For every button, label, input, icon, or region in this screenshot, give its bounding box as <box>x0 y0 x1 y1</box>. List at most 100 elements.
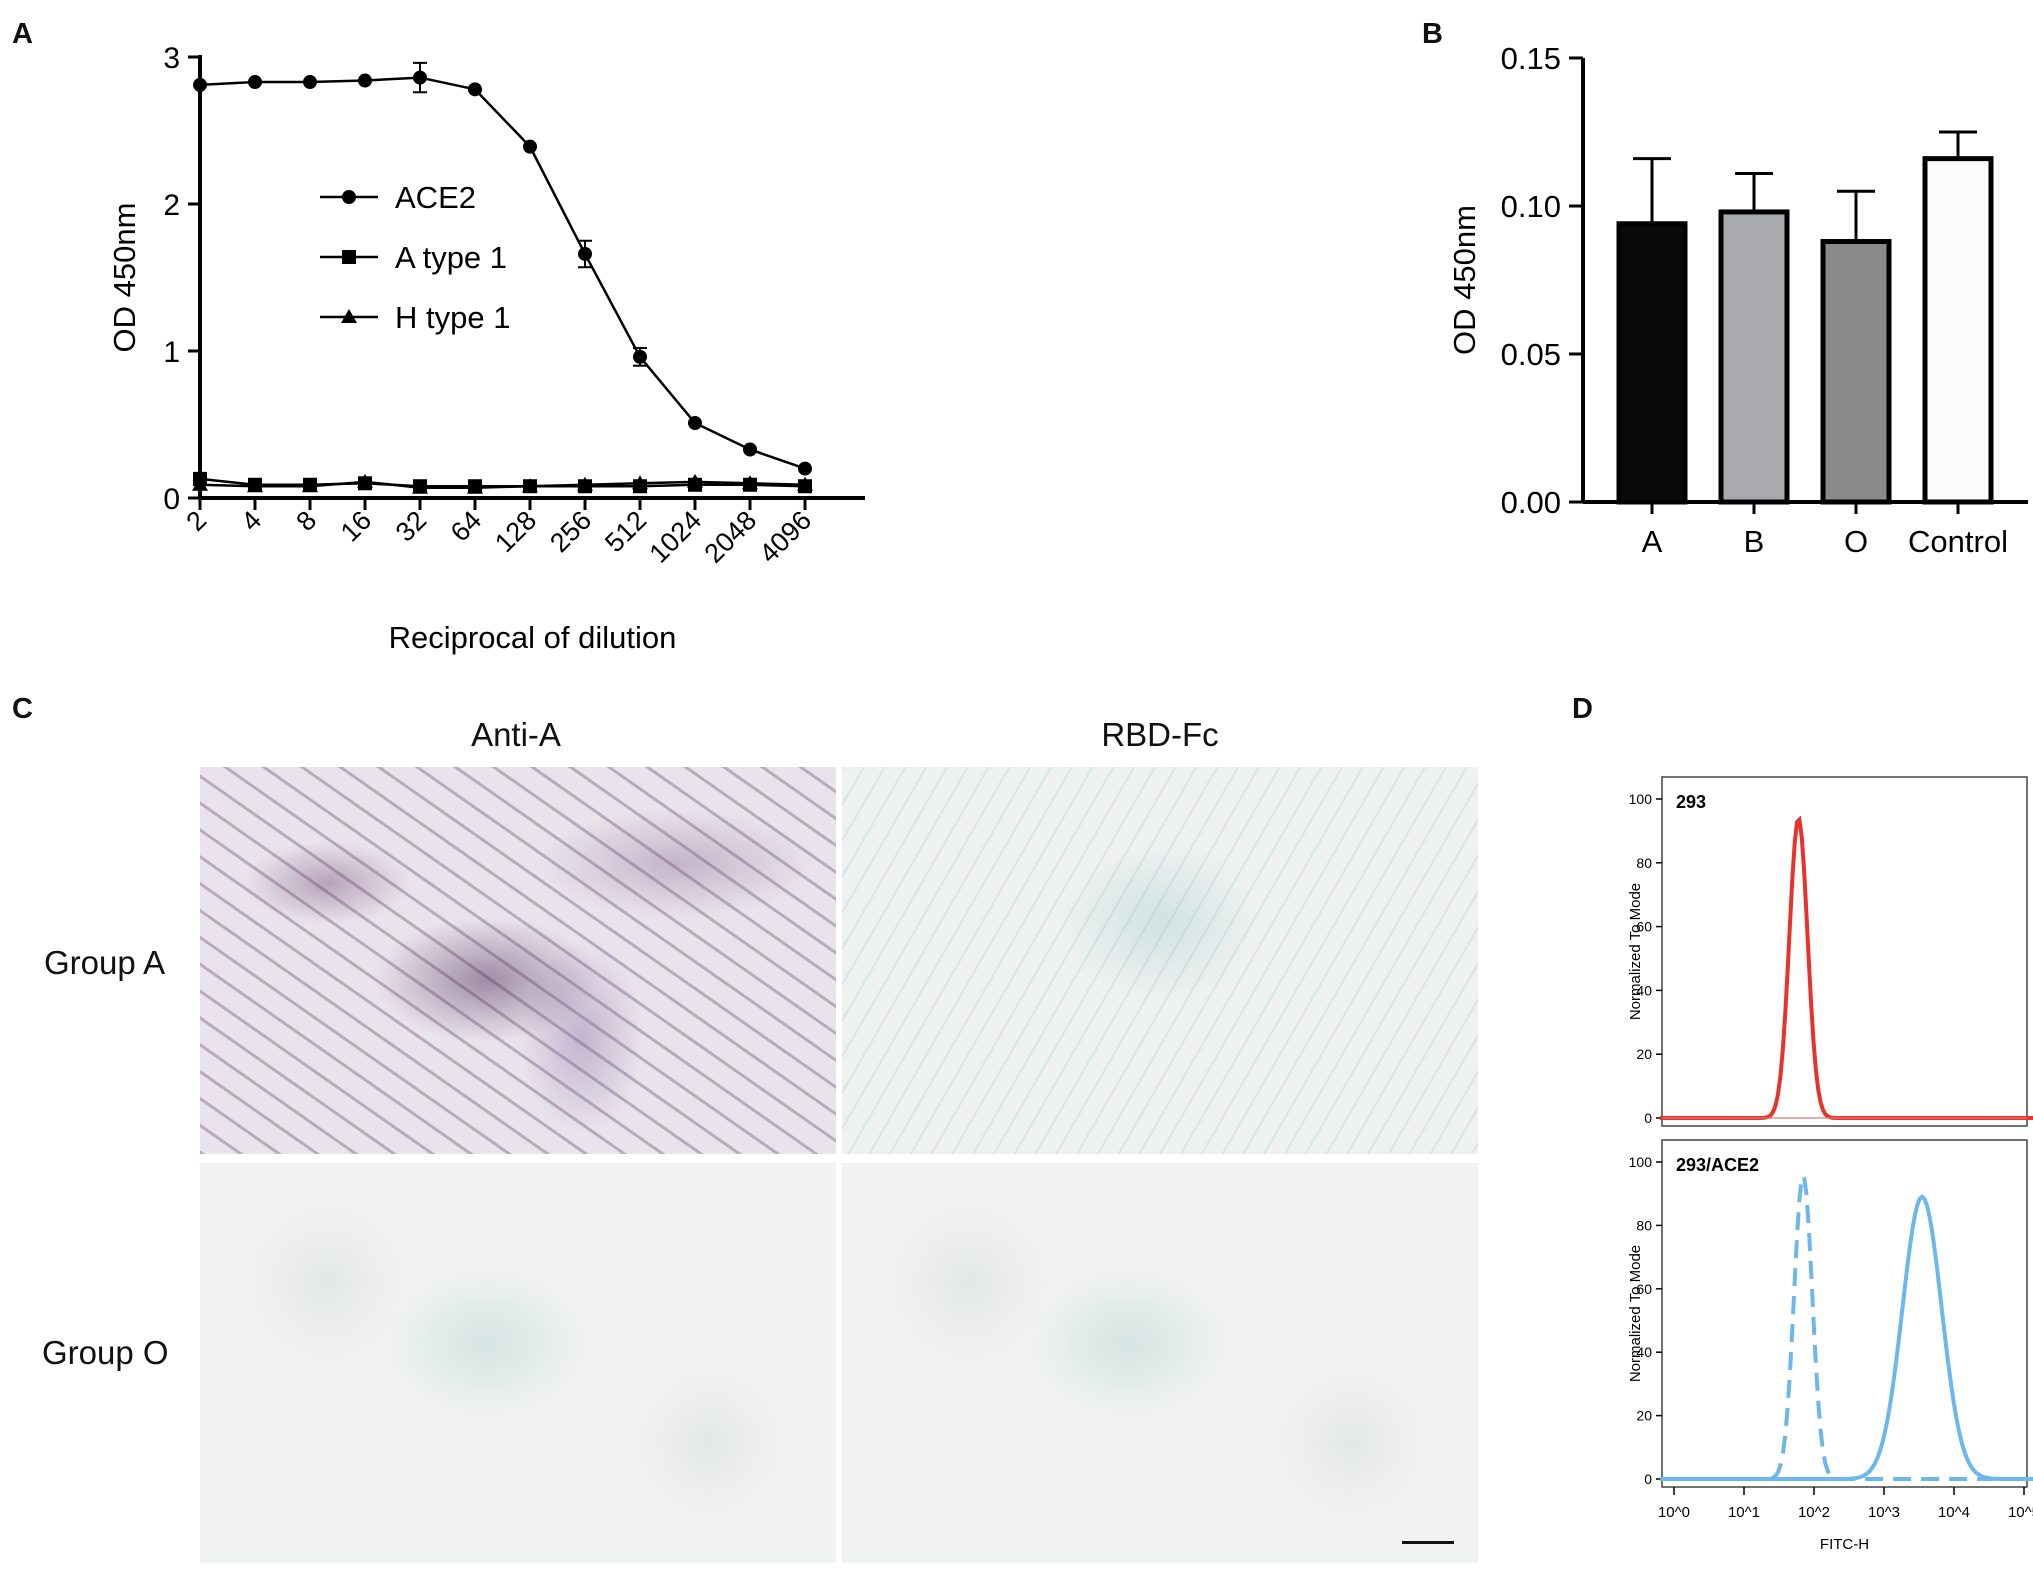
d-y-tick-label: 100 <box>1629 1154 1653 1170</box>
column-title-rbd-fc: RBD-Fc <box>1101 716 1219 753</box>
x-tick-label: 32 <box>390 505 432 547</box>
d-y-tick-label: 40 <box>1636 1344 1652 1360</box>
d-x-tick-label: 10^0 <box>1658 1504 1690 1521</box>
legend-label: ACE2 <box>395 180 476 215</box>
micrograph-group-a-anti-a <box>200 767 836 1154</box>
data-point <box>467 479 483 494</box>
x-tick-label: 256 <box>544 505 597 558</box>
row-title-group-o: Group O <box>42 1334 169 1371</box>
d-y-tick-label: 20 <box>1636 1408 1652 1424</box>
d-y-tick-label: 0 <box>1644 1471 1652 1487</box>
legend-marker <box>342 250 356 264</box>
data-point <box>358 73 372 88</box>
panel-label-b: B <box>1422 18 1443 50</box>
d-y-axis-title: Normalized To Mode <box>1627 883 1644 1020</box>
d-y-tick-label: 20 <box>1636 1046 1652 1062</box>
b-x-tick-label: Control <box>1908 524 2008 559</box>
b-y-axis-title: OD 450nm <box>1447 205 1482 355</box>
data-point <box>413 70 427 85</box>
x-axis-title: Reciprocal of dilution <box>389 620 677 655</box>
bar-b <box>1718 209 1790 505</box>
x-tick-label: 4096 <box>754 505 818 569</box>
b-y-tick-label: 0.15 <box>1501 41 1561 76</box>
series-line-ace2 <box>199 76 806 470</box>
d-plot-label: 293/ACE2 <box>1676 1155 1759 1175</box>
data-point <box>798 461 812 476</box>
data-point <box>633 349 647 364</box>
data-point <box>302 478 318 493</box>
d-y-tick-label: 60 <box>1636 1281 1652 1297</box>
d-y-tick-label: 40 <box>1636 982 1652 998</box>
x-tick-label: 4 <box>235 505 267 537</box>
data-point <box>742 475 758 490</box>
x-tick-label: 2 <box>180 505 212 537</box>
bar-a <box>1616 221 1688 505</box>
b-y-tick-label: 0.00 <box>1501 485 1561 520</box>
data-point <box>357 473 373 488</box>
panel-label-d: D <box>1572 693 1593 725</box>
micrograph-group-o-anti-a <box>200 1163 836 1563</box>
data-point <box>578 246 592 261</box>
data-point <box>192 476 208 491</box>
d-y-tick-label: 80 <box>1636 1217 1652 1233</box>
x-tick-label: 1024 <box>644 505 708 569</box>
data-point <box>687 473 703 488</box>
data-point <box>577 476 593 491</box>
panel-label-c: C <box>12 693 33 725</box>
y-tick-label: 0 <box>163 483 180 516</box>
y-tick-label: 3 <box>163 42 180 75</box>
d-y-tick-label: 100 <box>1629 791 1653 807</box>
micrograph-group-a-rbd-fc <box>842 767 1478 1154</box>
data-point <box>632 475 648 490</box>
data-point <box>468 82 482 97</box>
legend-label: H type 1 <box>395 300 510 335</box>
data-point <box>303 74 317 89</box>
panel-label-a: A <box>12 18 33 50</box>
d-plot-frame <box>1661 1139 2028 1488</box>
d-x-tick-label: 10^4 <box>1938 1504 1970 1521</box>
d-x-tick-label: 10^1 <box>1728 1504 1760 1521</box>
d-histogram-293 <box>1660 815 2033 1120</box>
data-point <box>412 479 428 494</box>
d-y-tick-label: 0 <box>1644 1110 1652 1126</box>
data-point <box>688 416 702 431</box>
x-tick-label: 512 <box>599 505 652 558</box>
data-point <box>522 478 538 493</box>
d-plot-label: 293 <box>1676 792 1706 812</box>
scale-bar <box>1402 1541 1454 1544</box>
d-x-axis-title: FITC-H <box>1820 1536 1869 1553</box>
d-plot-frame <box>1661 776 2028 1127</box>
b-x-tick-label: B <box>1744 524 1765 559</box>
y-tick-label: 1 <box>163 336 180 369</box>
legend-marker <box>342 190 356 204</box>
b-x-tick-label: A <box>1642 524 1663 559</box>
data-point <box>248 74 262 89</box>
d-histogram-control <box>1660 1172 2033 1481</box>
d-x-tick-label: 10^2 <box>1798 1504 1830 1521</box>
d-histogram-ace2 <box>1660 1194 2033 1481</box>
data-point <box>743 442 757 457</box>
b-x-tick-label: O <box>1844 524 1868 559</box>
legend-marker <box>341 309 357 323</box>
data-point <box>247 478 263 493</box>
x-tick-label: 2048 <box>699 505 763 569</box>
legend-label: A type 1 <box>395 240 507 275</box>
b-y-tick-label: 0.10 <box>1501 189 1561 224</box>
x-tick-label: 64 <box>445 505 487 547</box>
data-point <box>193 77 207 92</box>
column-title-anti-a: Anti-A <box>471 716 561 753</box>
series-line-h-type-1 <box>199 480 806 489</box>
d-y-tick-label: 80 <box>1636 855 1652 871</box>
d-x-tick-label: 10^5 <box>2008 1504 2033 1521</box>
d-y-axis-title: Normalized To Mode <box>1627 1245 1644 1382</box>
b-y-tick-label: 0.05 <box>1501 337 1561 372</box>
bar-control <box>1922 156 1994 505</box>
x-tick-label: 16 <box>335 505 377 547</box>
x-tick-label: 8 <box>290 505 322 537</box>
data-point <box>523 139 537 154</box>
d-x-tick-label: 10^3 <box>1868 1504 1900 1521</box>
d-y-tick-label: 60 <box>1636 919 1652 935</box>
micrograph-group-o-rbd-fc <box>842 1163 1478 1563</box>
bar-o <box>1820 239 1892 505</box>
